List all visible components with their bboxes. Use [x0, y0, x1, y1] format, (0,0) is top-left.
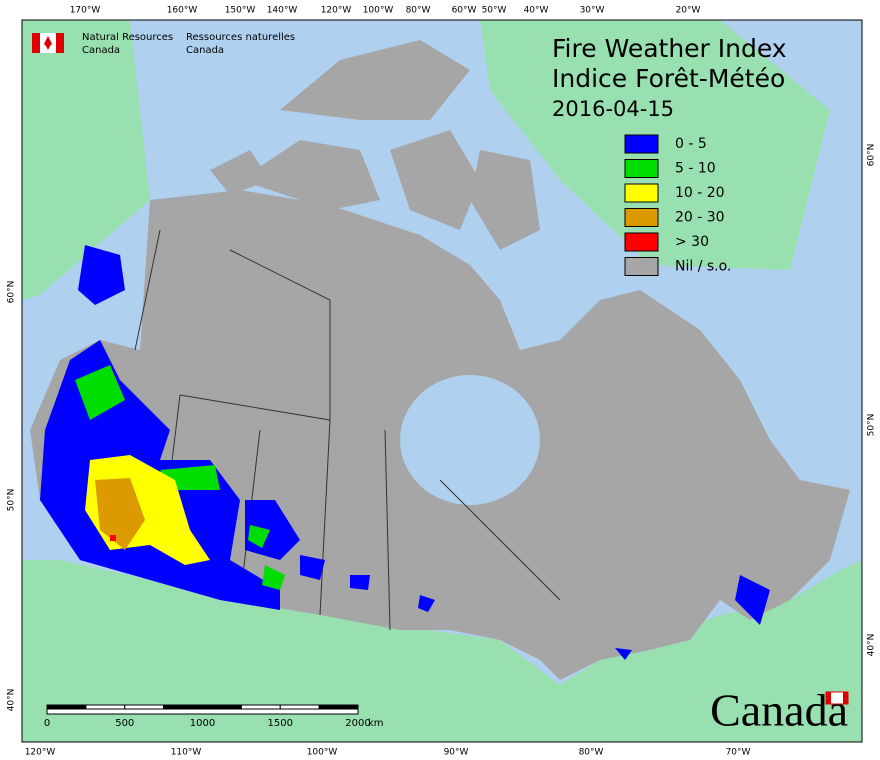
lon-label: 110°W: [171, 748, 202, 758]
scale-segment: [124, 704, 165, 710]
hudson-bay: [400, 375, 540, 505]
fire-area: [110, 535, 116, 541]
lon-label: 170°W: [70, 6, 101, 16]
usa: [22, 560, 862, 742]
scale-segment: [85, 704, 126, 710]
wordmark-flag: [826, 692, 831, 704]
lon-label: 90°W: [444, 748, 469, 758]
wordmark: Canada: [710, 685, 848, 736]
lat-label: 50°N: [867, 414, 877, 437]
scale-unit: km: [368, 718, 384, 729]
lon-label: 50°W: [482, 6, 507, 16]
alaska: [22, 20, 150, 300]
scale-label: 1000: [190, 718, 215, 729]
date: 2016-04-15: [552, 97, 674, 121]
flag-leaf: [44, 36, 52, 50]
map-body: [22, 20, 862, 742]
lon-label: 60°W: [452, 6, 477, 16]
wordmark-flag: [843, 692, 848, 704]
legend-label: Nil / s.o.: [675, 259, 731, 275]
scale-label: 0: [44, 718, 50, 729]
lon-label: 70°W: [726, 748, 751, 758]
lon-label: 80°W: [406, 6, 431, 16]
fire-area: [95, 478, 145, 550]
lon-label: 160°W: [167, 6, 198, 16]
scale-label: 500: [115, 718, 134, 729]
lon-label: 120°W: [25, 748, 56, 758]
legend: 0 - 5 5 - 10 10 - 20 20 - 30 > 30 Nil / s.o.: [624, 134, 731, 276]
legend-label: 0 - 5: [675, 136, 707, 152]
scale-segment: [46, 704, 87, 710]
scale-segment: [279, 704, 320, 710]
agency-fr: Ressources naturelles: [186, 32, 295, 43]
lon-label: 150°W: [225, 6, 256, 16]
flag-bar: [56, 33, 64, 53]
fire-area: [75, 365, 285, 590]
agency-en: Canada: [82, 45, 120, 56]
legend-swatch: [624, 159, 659, 178]
lon-label: 100°W: [307, 748, 338, 758]
lon-label: 40°W: [524, 6, 549, 16]
agency-fr: Canada: [186, 45, 224, 56]
scale-segment: [202, 704, 242, 710]
legend-label: 5 - 10: [675, 161, 716, 177]
legend-label: > 30: [675, 234, 709, 250]
lat-label: 40°N: [867, 634, 877, 657]
legend-swatch: [624, 183, 659, 203]
lon-label: 30°W: [580, 6, 605, 16]
scale-label: 1500: [268, 718, 293, 729]
legend-swatch: [624, 257, 659, 276]
agency-en: Natural Resources: [82, 32, 173, 43]
lon-label: 140°W: [267, 6, 298, 16]
lon-label: 20°W: [676, 6, 701, 16]
lon-label: 80°W: [579, 748, 604, 758]
lat-label: 50°N: [7, 489, 17, 512]
legend-label: 20 - 30: [675, 210, 725, 226]
fire-area: [78, 245, 125, 305]
graticule-labels: 170°W 160°W 150°W 140°W 120°W 100°W 80°W 60°W 50…: [7, 6, 877, 758]
arctic-islands: [210, 40, 540, 250]
scale-segment: [240, 704, 281, 710]
lat-label: 40°N: [7, 689, 17, 712]
agency: Natural Resources Canada Ressources natu…: [32, 32, 295, 56]
frame: [21, 19, 863, 743]
legend-label: 10 - 20: [675, 185, 725, 201]
legend-swatch: [624, 134, 659, 154]
fire-areas: [40, 245, 770, 660]
lat-label: 60°N: [867, 144, 877, 167]
scale-segment: [163, 704, 203, 710]
flag-bar: [32, 33, 40, 53]
title: Fire Weather Index: [552, 34, 787, 63]
lon-label: 120°W: [321, 6, 352, 16]
legend-swatch: [624, 232, 659, 252]
title: Indice Forêt-Météo: [552, 64, 785, 93]
scale-frame: [46, 708, 359, 715]
scale-label: 2000: [345, 718, 370, 729]
legend-swatch: [624, 208, 659, 227]
scale-segment: [318, 704, 359, 710]
lat-label: 60°N: [7, 281, 17, 304]
lon-label: 100°W: [363, 6, 394, 16]
